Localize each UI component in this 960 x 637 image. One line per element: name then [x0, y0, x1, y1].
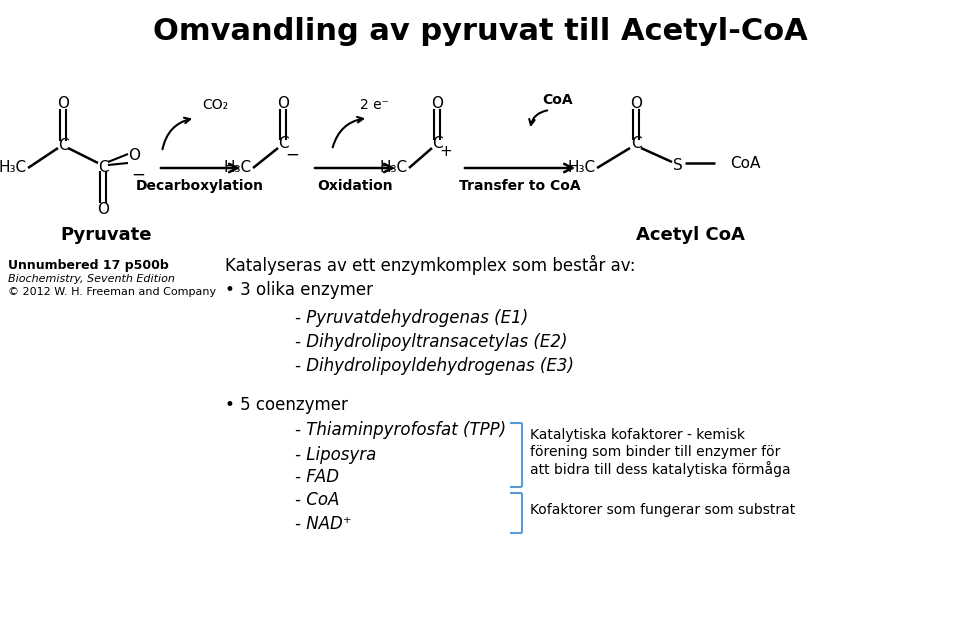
- Text: Kofaktorer som fungerar som substrat: Kofaktorer som fungerar som substrat: [530, 503, 795, 517]
- Text: C: C: [277, 136, 288, 152]
- Text: Acetyl CoA: Acetyl CoA: [636, 226, 744, 244]
- Text: O: O: [128, 148, 140, 162]
- Text: Katalyseras av ett enzymkomplex som består av:: Katalyseras av ett enzymkomplex som best…: [225, 255, 636, 275]
- Text: • 5 coenzymer: • 5 coenzymer: [225, 396, 348, 414]
- Text: −: −: [132, 166, 145, 184]
- Text: −: −: [285, 146, 299, 164]
- Text: O: O: [97, 203, 109, 217]
- Text: O: O: [630, 96, 642, 110]
- Text: H₃C: H₃C: [0, 161, 27, 176]
- Text: C: C: [58, 138, 68, 152]
- Text: - Pyruvatdehydrogenas (E1): - Pyruvatdehydrogenas (E1): [295, 309, 528, 327]
- Text: © 2012 W. H. Freeman and Company: © 2012 W. H. Freeman and Company: [8, 287, 216, 297]
- Text: - Dihydrolipoyldehydrogenas (E3): - Dihydrolipoyldehydrogenas (E3): [295, 357, 574, 375]
- Text: C: C: [432, 136, 443, 152]
- Text: CO₂: CO₂: [202, 98, 228, 112]
- Text: Decarboxylation: Decarboxylation: [136, 179, 264, 193]
- Text: Unnumbered 17 p500b: Unnumbered 17 p500b: [8, 259, 169, 271]
- Text: O: O: [57, 96, 69, 110]
- Text: förening som binder till enzymer för: förening som binder till enzymer för: [530, 445, 780, 459]
- Text: H₃C: H₃C: [224, 161, 252, 176]
- Text: C: C: [98, 159, 108, 175]
- Text: • 3 olika enzymer: • 3 olika enzymer: [225, 281, 373, 299]
- Text: - Liposyra: - Liposyra: [295, 446, 376, 464]
- Text: Omvandling av pyruvat till Acetyl-CoA: Omvandling av pyruvat till Acetyl-CoA: [153, 17, 807, 47]
- Text: CoA: CoA: [730, 155, 760, 171]
- Text: C: C: [631, 136, 641, 152]
- Text: Katalytiska kofaktorer - kemisk: Katalytiska kofaktorer - kemisk: [530, 428, 745, 442]
- Text: O: O: [277, 96, 289, 110]
- Text: Oxidation: Oxidation: [317, 179, 393, 193]
- Text: - Thiaminpyrofosfat (TPP): - Thiaminpyrofosfat (TPP): [295, 421, 506, 439]
- Text: CoA: CoA: [542, 93, 573, 107]
- Text: Transfer to CoA: Transfer to CoA: [459, 179, 581, 193]
- Text: +: +: [440, 145, 452, 159]
- Text: H₃C: H₃C: [380, 161, 408, 176]
- Text: - CoA: - CoA: [295, 491, 340, 509]
- Text: - NAD⁺: - NAD⁺: [295, 515, 351, 533]
- Text: Biochemistry, Seventh Edition: Biochemistry, Seventh Edition: [8, 274, 175, 284]
- Text: S: S: [673, 159, 683, 173]
- Text: 2 e⁻: 2 e⁻: [361, 98, 390, 112]
- Text: H₃C: H₃C: [568, 161, 596, 176]
- Text: - FAD: - FAD: [295, 468, 339, 486]
- Text: O: O: [431, 96, 443, 110]
- Text: Pyruvate: Pyruvate: [60, 226, 152, 244]
- Text: att bidra till dess katalytiska förmåga: att bidra till dess katalytiska förmåga: [530, 461, 791, 477]
- Text: - Dihydrolipoyltransacetylas (E2): - Dihydrolipoyltransacetylas (E2): [295, 333, 567, 351]
